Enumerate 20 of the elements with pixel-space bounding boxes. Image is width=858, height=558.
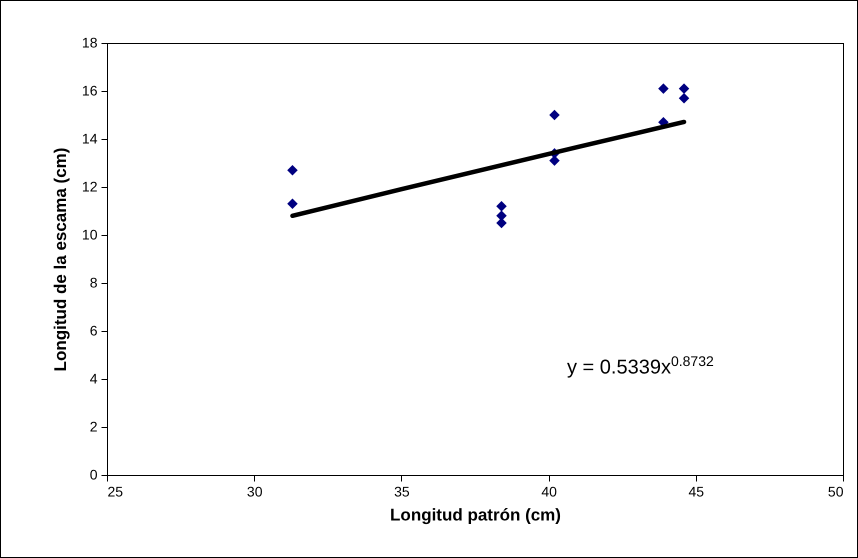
y-tick-label: 16 [82, 82, 98, 98]
x-tick-label: 50 [828, 484, 844, 500]
y-tick-label: 2 [90, 418, 98, 434]
y-tick-label: 10 [82, 226, 98, 242]
x-tick-label: 25 [108, 484, 124, 500]
y-tick-label: 14 [82, 130, 98, 146]
y-tick-label: 12 [82, 178, 98, 194]
x-tick-label: 35 [394, 484, 410, 500]
y-axis-title: Longitud de la escama (cm) [50, 148, 70, 372]
x-axis-title: Longitud patrón (cm) [390, 506, 561, 524]
y-tick-label: 18 [82, 34, 98, 50]
x-tick-label: 40 [541, 484, 558, 500]
y-tick-label: 4 [90, 370, 98, 386]
y-tick-label: 8 [90, 274, 98, 290]
x-tick-label: 30 [246, 484, 263, 500]
y-tick-label: 6 [90, 322, 98, 338]
y-tick-label: 0 [90, 466, 98, 482]
x-tick-label: 45 [688, 484, 704, 500]
line-series [290, 120, 686, 218]
annotation: y = 0.5339x$^{0.8732}$ [567, 353, 714, 380]
